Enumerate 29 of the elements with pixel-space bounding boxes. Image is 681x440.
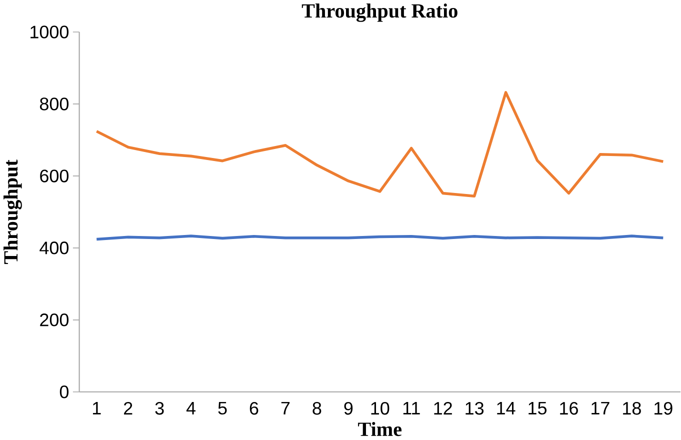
y-tick-label: 400 xyxy=(40,242,69,254)
line-series xyxy=(95,91,665,198)
x-tick-label: 4 xyxy=(186,402,196,415)
x-tick-label: 14 xyxy=(497,402,516,415)
x-tick-label: 16 xyxy=(560,402,578,415)
x-tick-label: 12 xyxy=(434,402,452,415)
x-tick-label: 13 xyxy=(466,402,484,415)
x-tick-label: 19 xyxy=(654,402,672,415)
x-tick-label: 11 xyxy=(403,402,420,415)
x-tick-label: 1 xyxy=(92,402,101,415)
x-tick-label: 9 xyxy=(344,402,353,415)
x-tick-label: 17 xyxy=(592,402,610,415)
x-tick-label: 2 xyxy=(124,402,132,415)
y-axis-title: Throughput xyxy=(4,160,22,264)
x-tick-label: 3 xyxy=(155,402,164,415)
x-tick-label: 10 xyxy=(371,402,390,415)
x-tick-label: 7 xyxy=(281,402,290,415)
y-tick-label: 800 xyxy=(40,98,69,111)
y-tick-label: 200 xyxy=(40,314,69,326)
x-tick-label: 18 xyxy=(623,402,641,415)
y-tick-label: 0 xyxy=(60,386,69,398)
x-tick-label: 6 xyxy=(250,402,258,415)
x-axis-title: Time xyxy=(358,422,402,436)
chart-title: Throughput Ratio xyxy=(302,4,458,22)
x-tick-label: 15 xyxy=(528,402,547,415)
y-tick-label: 600 xyxy=(40,170,69,183)
x-tick-label: 8 xyxy=(312,402,322,415)
y-tick-label: 1000 xyxy=(30,26,69,39)
x-tick-label: 5 xyxy=(218,402,227,415)
